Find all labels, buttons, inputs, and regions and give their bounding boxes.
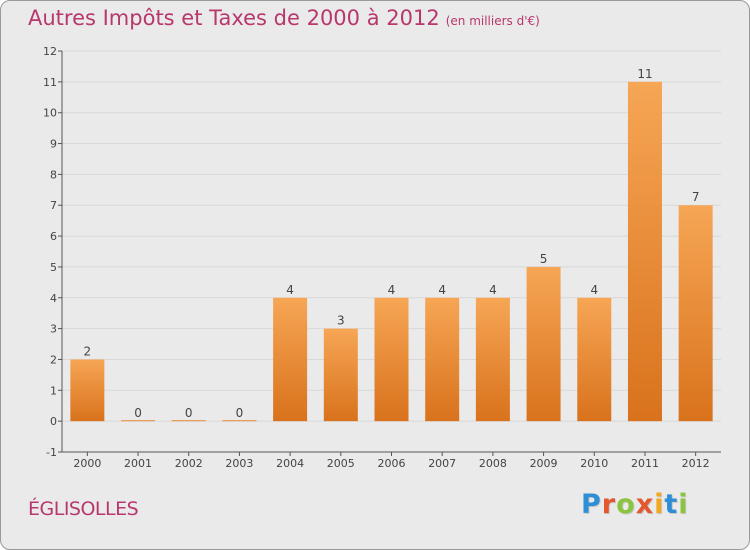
x-tick-label: 2007	[428, 457, 456, 470]
bar-2001	[121, 420, 156, 422]
y-tick-label: 1	[50, 384, 57, 397]
bar-2007	[425, 297, 460, 422]
x-tick-label: 2002	[175, 457, 203, 470]
data-label-2007: 4	[438, 283, 446, 297]
data-label-2001: 0	[134, 406, 142, 420]
logo-letter: t	[664, 489, 679, 520]
data-label-2006: 4	[388, 283, 396, 297]
y-tick-label: 5	[50, 261, 57, 274]
data-label-2000: 2	[84, 344, 92, 358]
commune-name: ÉGLISOLLES	[28, 498, 139, 520]
bar-2011	[627, 81, 662, 422]
data-label-2011: 11	[637, 67, 652, 81]
x-tick-label: 2000	[73, 457, 101, 470]
x-tick-label: 2005	[327, 457, 355, 470]
data-label-2010: 4	[590, 283, 598, 297]
logo-letter: P	[581, 489, 602, 520]
chart-title: Autres Impôts et Taxes de 2000 à 2012 (en…	[28, 6, 540, 30]
y-tick-label: 7	[50, 199, 57, 212]
x-tick-label: 2004	[276, 457, 304, 470]
x-tick-label: 2012	[682, 457, 710, 470]
y-tick-label: 10	[43, 107, 57, 120]
y-tick-label: 11	[43, 76, 57, 89]
y-tick-label: 3	[50, 323, 57, 336]
bar-2012	[678, 205, 713, 422]
data-label-2002: 0	[185, 406, 193, 420]
data-label-2012: 7	[692, 190, 700, 204]
logo-letter: x	[635, 489, 655, 520]
y-tick-label: 6	[50, 230, 57, 243]
y-tick-label: 4	[50, 292, 57, 305]
x-tick-label: 2006	[378, 457, 406, 470]
data-label-2003: 0	[236, 406, 244, 420]
logo-letter: i	[654, 489, 665, 520]
y-tick-label: -1	[46, 446, 57, 459]
x-tick-label: 2003	[225, 457, 253, 470]
x-tick-label: 2001	[124, 457, 152, 470]
x-tick-label: 2008	[479, 457, 507, 470]
y-tick-label: 9	[50, 138, 57, 151]
data-label-2004: 4	[286, 283, 294, 297]
y-tick-label: 8	[50, 168, 57, 181]
y-tick-label: 0	[50, 415, 57, 428]
y-tick-label: 2	[50, 353, 57, 366]
bar-2009	[526, 266, 561, 422]
bar-2003	[222, 420, 257, 422]
logo-letter: i	[678, 489, 689, 520]
y-tick-label: 12	[43, 45, 57, 58]
bar-2002	[171, 420, 206, 422]
bar-2006	[374, 297, 409, 422]
logo-letter: o	[616, 489, 636, 520]
bar-2004	[273, 297, 308, 422]
x-tick-label: 2010	[580, 457, 608, 470]
data-label-2005: 3	[337, 314, 345, 328]
x-tick-label: 2009	[530, 457, 558, 470]
logo-letter: r	[601, 489, 617, 520]
bar-2005	[323, 328, 358, 422]
bar-2000	[70, 359, 105, 422]
data-label-2009: 5	[540, 252, 548, 266]
x-tick-label: 2011	[631, 457, 659, 470]
data-label-2008: 4	[489, 283, 497, 297]
bar-2008	[475, 297, 510, 422]
bar-2010	[577, 297, 612, 422]
chart-subtitle: (en milliers d'€)	[445, 14, 540, 28]
proxiti-logo: Proxiti	[581, 489, 689, 520]
